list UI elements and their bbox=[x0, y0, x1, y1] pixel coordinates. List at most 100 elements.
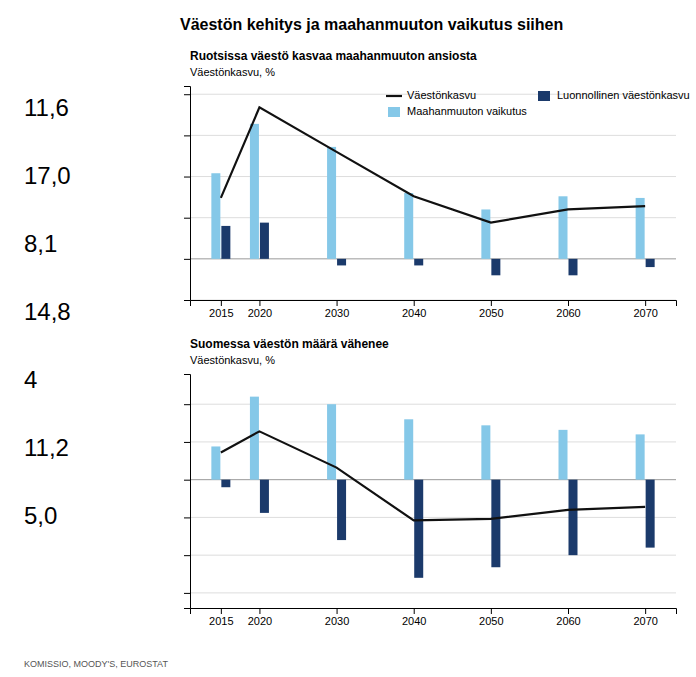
grid-line bbox=[190, 217, 676, 218]
x-axis-line bbox=[191, 609, 677, 615]
x-tick-mark bbox=[259, 300, 260, 306]
line bbox=[221, 431, 645, 520]
x-tick-label: 2030 bbox=[325, 615, 349, 627]
bar bbox=[491, 259, 500, 275]
bar bbox=[491, 480, 500, 568]
grid-line bbox=[190, 517, 676, 518]
x-tick: 2020 bbox=[248, 608, 272, 627]
x-tick-mark bbox=[414, 300, 415, 306]
grid-line bbox=[190, 441, 676, 442]
annotation: 17,0 bbox=[24, 162, 71, 189]
y-tick bbox=[184, 555, 190, 556]
grid-line bbox=[190, 592, 676, 593]
plot-area bbox=[211, 107, 654, 275]
legend-label: Luonnollinen väestönkasvu bbox=[557, 89, 690, 101]
bar bbox=[569, 480, 578, 555]
x-tick-label: 2040 bbox=[402, 307, 426, 319]
x-tick-mark bbox=[645, 300, 646, 306]
bar bbox=[260, 223, 269, 259]
x-tick: 2070 bbox=[633, 608, 657, 627]
annotation: 4 bbox=[24, 366, 37, 393]
legend-swatch bbox=[386, 95, 402, 97]
source: KOMISSIO, MOODY'S, EUROSTAT bbox=[24, 659, 168, 669]
bar bbox=[404, 419, 413, 479]
y-tick-mark bbox=[184, 442, 190, 443]
x-tick-label: 2060 bbox=[556, 615, 580, 627]
legend-swatch bbox=[388, 107, 400, 117]
y-axis-label: Väestönkasvu, % bbox=[190, 354, 275, 366]
x-tick-label: 2015 bbox=[209, 615, 233, 627]
x-tick-mark bbox=[414, 608, 415, 614]
title: Väestön kehitys ja maahanmuuton vaikutus… bbox=[180, 16, 563, 33]
x-tick-label: 2020 bbox=[248, 307, 272, 319]
bar bbox=[211, 173, 220, 259]
bar bbox=[250, 124, 259, 259]
y-tick-mark bbox=[184, 259, 190, 260]
bar bbox=[337, 259, 346, 266]
x-tick: 2070 bbox=[633, 300, 657, 319]
y-tick-mark bbox=[184, 94, 190, 95]
x-tick-label: 2030 bbox=[325, 307, 349, 319]
y-tick bbox=[184, 480, 190, 481]
y-tick bbox=[184, 300, 190, 301]
annotation: 8,1 bbox=[24, 230, 57, 257]
legend-swatch bbox=[538, 91, 550, 101]
y-tick bbox=[184, 94, 190, 95]
x-axis: 2015 2020 2030 2040 2050 2060 2070 bbox=[191, 608, 677, 627]
bar bbox=[260, 480, 269, 513]
y-tick-mark bbox=[184, 177, 190, 178]
y-tick-mark bbox=[184, 555, 190, 556]
y-tick-mark bbox=[184, 517, 190, 518]
x-tick-mark bbox=[259, 608, 260, 614]
y-axis bbox=[184, 87, 191, 301]
bar bbox=[250, 397, 259, 480]
x-tick-label: 2070 bbox=[633, 615, 657, 627]
annotation: 11,6 bbox=[24, 94, 69, 121]
x-tick-mark bbox=[568, 300, 569, 306]
annotation: 11,2 bbox=[24, 434, 69, 461]
legend: Väestönkasvu Maahanmuuton vaikutus Luonnol… bbox=[386, 89, 690, 117]
x-tick-label: 2050 bbox=[479, 307, 503, 319]
x-axis-line bbox=[191, 301, 677, 307]
x-tick: 2050 bbox=[479, 608, 503, 627]
grid bbox=[190, 404, 676, 593]
bar bbox=[337, 480, 346, 540]
y-tick-mark bbox=[184, 135, 190, 136]
grid-line bbox=[190, 135, 676, 136]
bar bbox=[559, 196, 568, 259]
chart: Suomessa väestön määrä väheneeVäestönkas… bbox=[184, 337, 677, 627]
x-tick-mark bbox=[645, 608, 646, 614]
y-tick-mark bbox=[184, 300, 190, 301]
y-tick-mark bbox=[184, 593, 190, 594]
grid-line bbox=[190, 404, 676, 405]
x-tick-mark bbox=[337, 300, 338, 306]
x-tick: 2015 bbox=[209, 608, 233, 627]
bar bbox=[327, 404, 336, 479]
x-tick: 2050 bbox=[479, 300, 503, 319]
bar bbox=[636, 434, 645, 479]
y-tick bbox=[184, 177, 190, 178]
x-tick-mark bbox=[221, 300, 222, 306]
x-tick: 2040 bbox=[402, 300, 426, 319]
annotation: 5,0 bbox=[24, 502, 57, 529]
y-tick bbox=[184, 259, 190, 260]
x-tick-mark bbox=[491, 608, 492, 614]
x-tick: 2040 bbox=[402, 608, 426, 627]
grid bbox=[190, 94, 676, 300]
x-tick: 2060 bbox=[556, 300, 580, 319]
y-tick bbox=[184, 404, 190, 405]
legend-label: Väestönkasvu bbox=[407, 89, 476, 101]
bar bbox=[414, 259, 423, 266]
bar bbox=[221, 226, 230, 259]
legend-item: Maahanmuuton vaikutus bbox=[388, 105, 527, 117]
y-tick bbox=[184, 517, 190, 518]
grid-line bbox=[190, 176, 676, 177]
x-tick-mark bbox=[568, 608, 569, 614]
legend-item: Luonnollinen väestönkasvu bbox=[538, 89, 690, 101]
x-tick: 2020 bbox=[248, 300, 272, 319]
y-axis bbox=[184, 375, 191, 609]
x-axis: 2015202020302040205020602070 bbox=[191, 300, 677, 319]
y-tick bbox=[184, 442, 190, 443]
x-tick-mark bbox=[491, 300, 492, 306]
x-tick-label: 2020 bbox=[248, 615, 272, 627]
